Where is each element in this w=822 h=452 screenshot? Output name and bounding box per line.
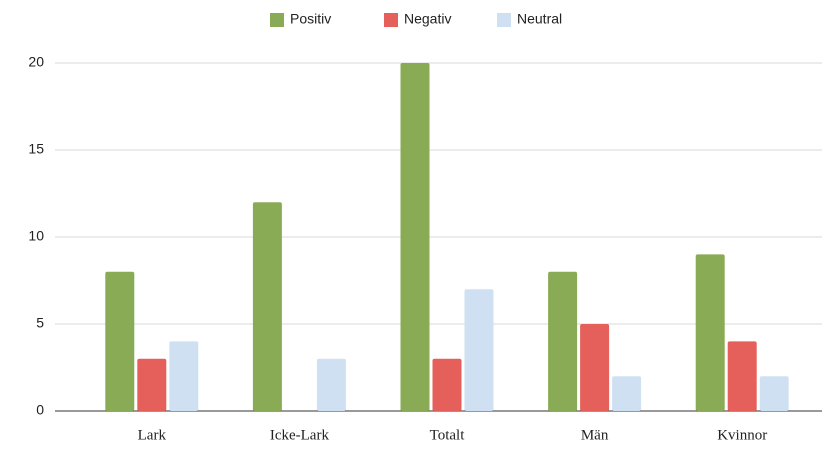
bar (548, 271, 578, 411)
x-tick-label: Män (581, 427, 609, 443)
bar (400, 63, 430, 411)
y-tick-label: 15 (28, 141, 44, 157)
x-tick-label: Kvinnor (717, 427, 767, 443)
y-tick-label: 5 (36, 315, 44, 331)
bar (316, 358, 346, 411)
bar (580, 324, 610, 411)
bar (105, 271, 135, 411)
x-tick-label: Icke-Lark (270, 427, 330, 443)
legend-label: Positiv (290, 11, 331, 27)
x-tick-label: Lark (138, 427, 167, 443)
legend-swatch (270, 13, 284, 27)
bar (727, 341, 757, 411)
y-tick-label: 20 (28, 54, 44, 70)
y-tick-label: 0 (36, 402, 44, 418)
bar (432, 358, 462, 411)
legend-label: Negativ (404, 11, 451, 27)
legend-label: Neutral (517, 11, 562, 27)
bar (695, 254, 725, 411)
bar (612, 376, 642, 411)
bar (137, 358, 167, 411)
bar (252, 202, 282, 411)
legend-swatch (497, 13, 511, 27)
x-tick-label: Totalt (430, 427, 466, 443)
y-tick-label: 10 (28, 228, 44, 244)
bar (464, 289, 494, 411)
bar (169, 341, 199, 411)
bar (759, 376, 789, 411)
legend-swatch (384, 13, 398, 27)
